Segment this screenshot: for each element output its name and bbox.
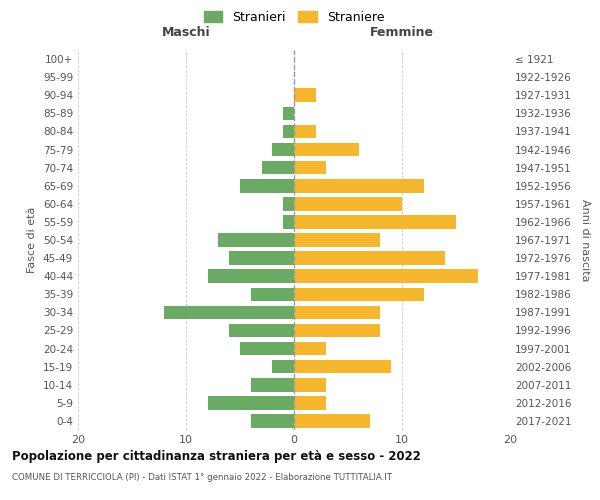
Bar [240,179,294,192]
Bar [218,233,294,247]
Bar [251,378,294,392]
Bar [251,288,294,301]
Bar [208,270,294,283]
Bar [272,360,294,374]
Y-axis label: Fasce di età: Fasce di età [28,207,37,273]
Bar [283,197,294,210]
Bar [240,342,294,355]
Bar [294,324,380,338]
Bar [294,270,478,283]
Bar [294,142,359,156]
Bar [294,378,326,392]
Bar [294,233,380,247]
Bar [283,124,294,138]
Bar [294,288,424,301]
Bar [294,414,370,428]
Bar [272,142,294,156]
Bar [294,161,326,174]
Bar [294,396,326,409]
Bar [229,252,294,265]
Text: Femmine: Femmine [370,26,434,39]
Bar [208,396,294,409]
Bar [262,161,294,174]
Text: Maschi: Maschi [161,26,211,39]
Bar [294,197,402,210]
Bar [164,306,294,319]
Bar [229,324,294,338]
Bar [251,414,294,428]
Bar [283,215,294,228]
Bar [294,360,391,374]
Text: COMUNE DI TERRICCIOLA (PI) - Dati ISTAT 1° gennaio 2022 - Elaborazione TUTTITALI: COMUNE DI TERRICCIOLA (PI) - Dati ISTAT … [12,472,392,482]
Bar [283,106,294,120]
Y-axis label: Anni di nascita: Anni di nascita [580,198,590,281]
Text: Popolazione per cittadinanza straniera per età e sesso - 2022: Popolazione per cittadinanza straniera p… [12,450,421,463]
Bar [294,124,316,138]
Bar [294,179,424,192]
Bar [294,342,326,355]
Bar [294,306,380,319]
Legend: Stranieri, Straniere: Stranieri, Straniere [200,7,388,28]
Bar [294,252,445,265]
Bar [294,88,316,102]
Bar [294,215,456,228]
